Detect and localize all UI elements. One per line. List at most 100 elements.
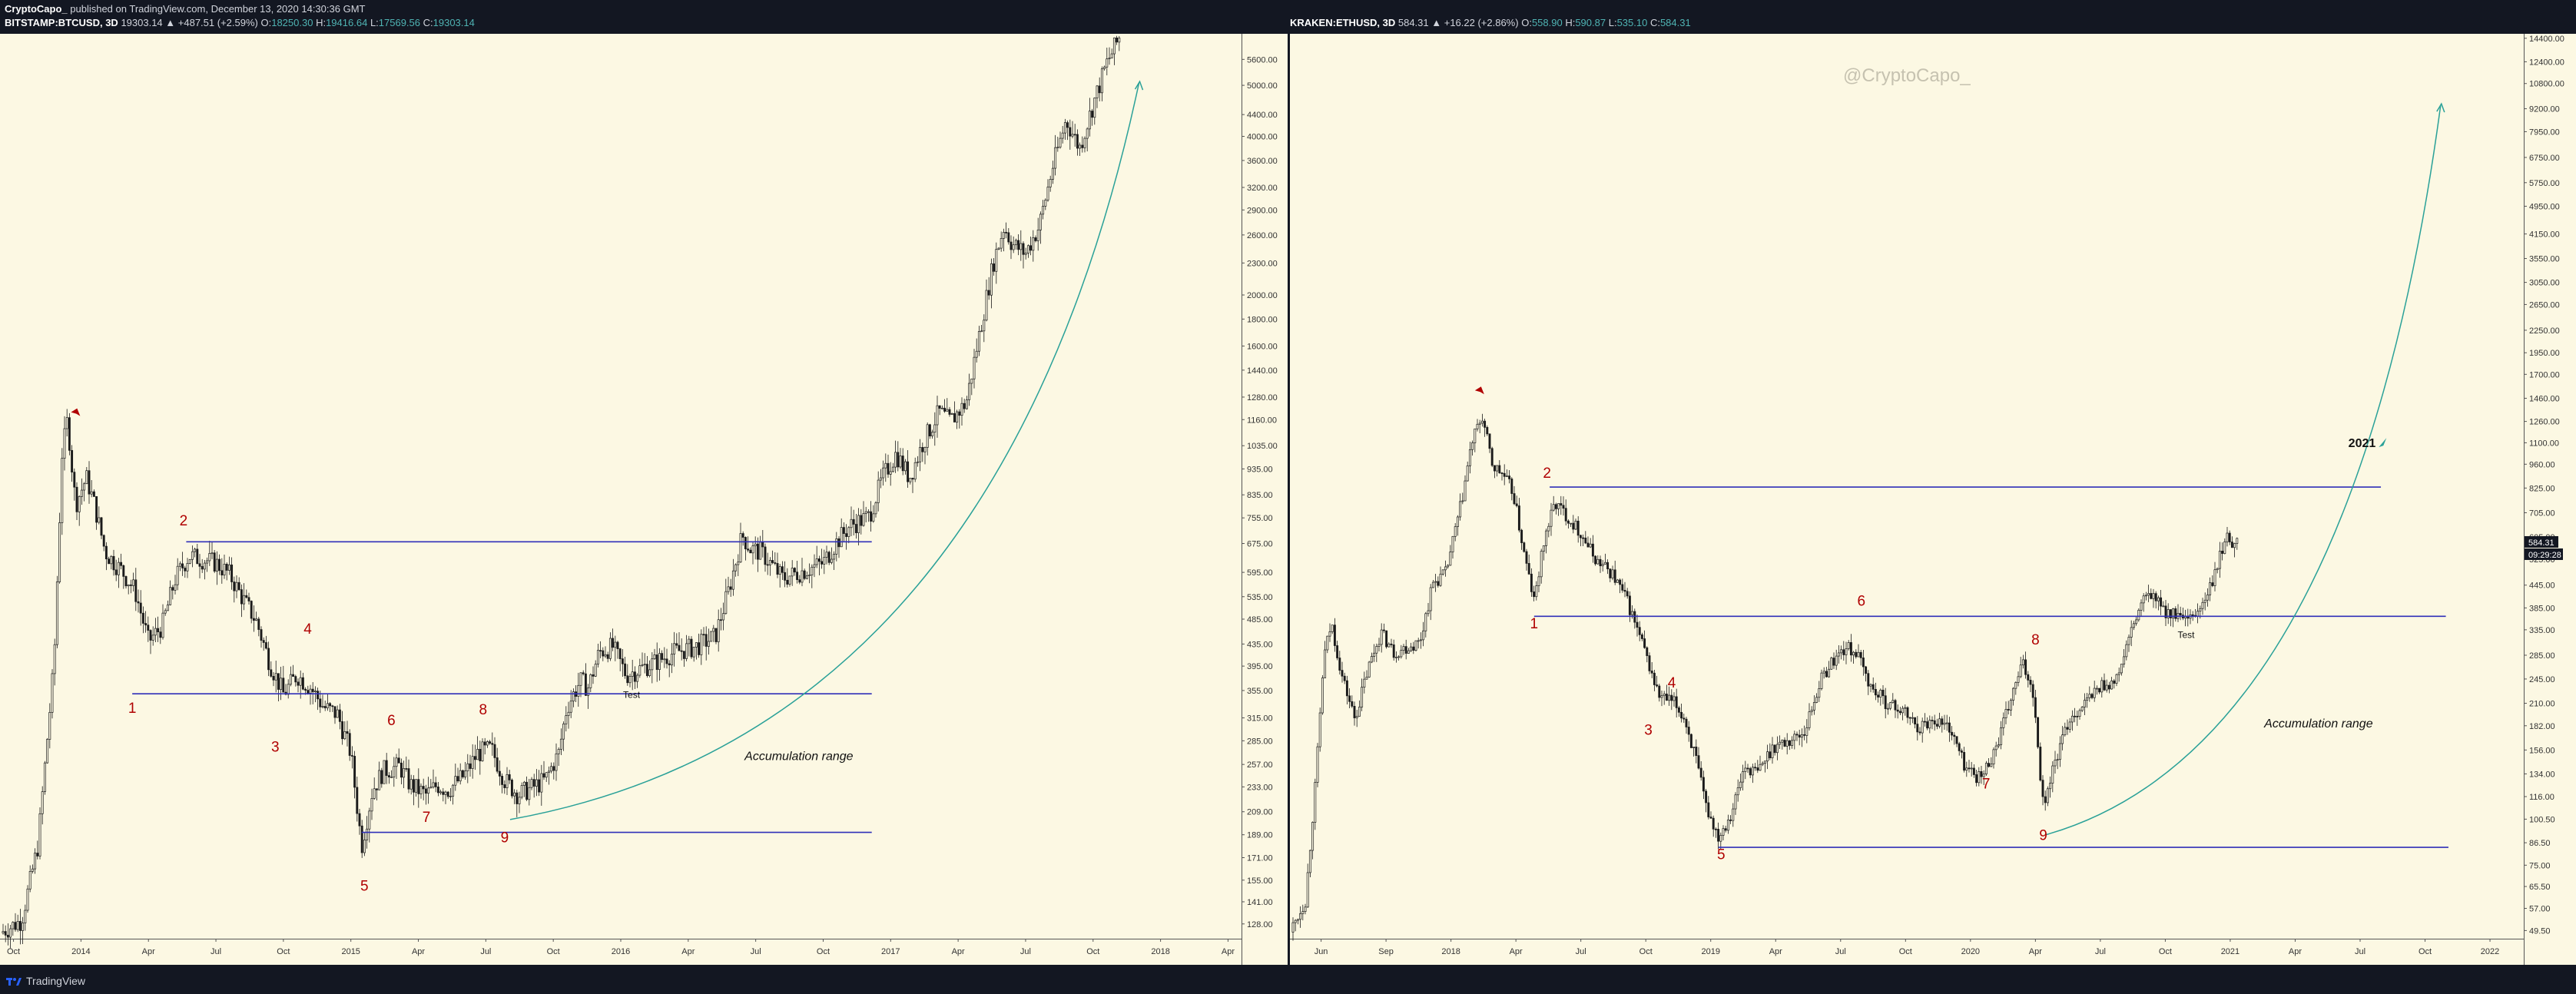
- btc-candle-body: [919, 446, 922, 462]
- eth-y-tick-label: 1100.00: [2529, 439, 2559, 448]
- eth-candle-body: [1886, 707, 1889, 710]
- eth-symbol[interactable]: KRAKEN:ETHUSD, 3D: [1290, 17, 1396, 28]
- eth-candle-body: [1486, 426, 1489, 435]
- btc-candle-body: [968, 383, 971, 400]
- btc-candle-body: [282, 678, 285, 693]
- eth-candle-body: [2086, 697, 2089, 701]
- eth-watermark: @CryptoCapo_: [1843, 65, 1971, 86]
- btc-candle-body: [761, 542, 764, 548]
- btc-candle-body: [134, 579, 138, 602]
- eth-candle-body: [1810, 710, 1813, 713]
- eth-candle-body: [1656, 684, 1659, 687]
- eth-candle-body: [1461, 500, 1464, 502]
- btc-candle-body: [823, 557, 826, 565]
- eth-candle-body: [1326, 635, 1329, 651]
- eth-candle-body: [1540, 551, 1543, 578]
- eth-candle-body: [1825, 671, 1828, 678]
- btc-x-tick-label: 2015: [341, 947, 360, 956]
- btc-candle-body: [749, 549, 752, 554]
- eth-candle-body: [1914, 717, 1917, 724]
- eth-candle-body: [1579, 535, 1582, 538]
- btc-candle-body: [587, 688, 590, 696]
- btc-candle-body: [122, 565, 125, 577]
- btc-candle-body: [444, 791, 447, 795]
- footer-bar: TradingView: [0, 969, 2576, 994]
- eth-candle-body: [1742, 771, 1745, 783]
- eth-candle-body: [1431, 581, 1434, 588]
- eth-candle-body: [1754, 767, 1757, 769]
- btc-candle-body: [385, 760, 388, 776]
- eth-candle-body: [1916, 724, 1919, 733]
- eth-candle-body: [2064, 727, 2067, 736]
- btc-candle-body: [88, 470, 91, 495]
- eth-chart[interactable]: 14400.0012400.0010800.009200.007950.0067…: [1290, 34, 2576, 965]
- btc-candle-body: [313, 691, 317, 692]
- btc-wave-label: 1: [128, 701, 137, 717]
- btc-candle-body: [201, 565, 204, 570]
- eth-chart-panel[interactable]: 14400.00 12400.00 10800.00 9200.00 7950.00 67…: [1290, 34, 2576, 965]
- btc-candle-body: [1066, 122, 1069, 128]
- eth-candle-body: [1889, 702, 1892, 709]
- btc-candle-body: [446, 791, 449, 797]
- eth-countdown-text: 09:29:28: [2528, 551, 2561, 560]
- btc-candle-body: [1029, 245, 1033, 251]
- eth-candle-body: [1427, 610, 1430, 615]
- btc-candle-body: [887, 462, 890, 475]
- eth-candle-body: [1665, 694, 1668, 701]
- btc-candle-body: [1036, 230, 1039, 241]
- eth-candle-body: [2226, 532, 2229, 542]
- eth-candle-body: [1611, 569, 1614, 578]
- btc-candle-body: [169, 587, 172, 605]
- eth-candle-body: [2024, 659, 2027, 675]
- btc-chart-panel[interactable]: 5600.00 5000.00 4400.00 4000.00 3600.00 3200.…: [0, 34, 1288, 965]
- eth-candle-body: [1564, 508, 1567, 522]
- btc-high: 19416.64: [326, 17, 368, 28]
- eth-x-tick-label: Oct: [2419, 947, 2432, 956]
- btc-x-tick-label: Oct: [1086, 947, 1099, 956]
- eth-low-label: L:: [1608, 17, 1617, 28]
- btc-chart[interactable]: 5600.00 5000.00 4400.00 4000.00 3600.00 3200.…: [0, 34, 1288, 965]
- btc-candle-body: [366, 828, 369, 840]
- btc-candle-body: [744, 537, 747, 549]
- btc-candle-body: [1000, 238, 1003, 249]
- eth-candle-body: [1970, 767, 1973, 770]
- eth-candle-body: [1852, 651, 1855, 656]
- tradingview-brand[interactable]: TradingView: [6, 975, 85, 987]
- btc-candle-body: [208, 553, 211, 562]
- eth-candle-body: [2044, 796, 2047, 803]
- btc-candle-body: [493, 744, 496, 758]
- eth-candle-body: [1466, 466, 1469, 482]
- author-name[interactable]: CryptoCapo_: [5, 3, 68, 15]
- btc-candle-body: [685, 643, 688, 659]
- eth-y-tick-label: 705.00: [2529, 509, 2555, 519]
- btc-candle-body: [317, 691, 320, 700]
- btc-candle-body: [712, 628, 715, 632]
- btc-candle-body: [489, 741, 492, 744]
- eth-candle-body: [1456, 516, 1459, 527]
- eth-last-price-text: 584.31: [2528, 538, 2554, 548]
- eth-candle-body: [1599, 558, 1602, 567]
- eth-candle-body: [2130, 627, 2133, 638]
- eth-candle-body: [2132, 623, 2135, 628]
- btc-candle-body: [184, 568, 187, 572]
- btc-candle-body: [422, 786, 425, 790]
- eth-candle-body: [1355, 716, 1358, 718]
- btc-x-tick-label: Apr: [412, 947, 425, 956]
- eth-candle-body: [1484, 420, 1487, 428]
- btc-symbol[interactable]: BITSTAMP:BTCUSD, 3D: [5, 17, 118, 28]
- btc-candle-body: [1017, 240, 1020, 250]
- btc-candle-body: [53, 644, 56, 674]
- eth-candle-body: [1763, 760, 1766, 764]
- btc-y-tick-label: 209.00: [1247, 808, 1273, 817]
- eth-candle-body: [1781, 740, 1784, 743]
- btc-candle-body: [747, 548, 750, 551]
- btc-candle-body: [452, 784, 455, 797]
- eth-candle-body: [1333, 625, 1336, 646]
- btc-candle-body: [1083, 138, 1086, 148]
- btc-candle-body: [277, 673, 280, 690]
- eth-candle-body: [1923, 721, 1926, 723]
- btc-y-tick-label: 2000.00: [1247, 291, 1278, 300]
- btc-candle-body: [813, 564, 816, 568]
- eth-candle-body: [1596, 558, 1600, 565]
- eth-candle-body: [1424, 613, 1427, 631]
